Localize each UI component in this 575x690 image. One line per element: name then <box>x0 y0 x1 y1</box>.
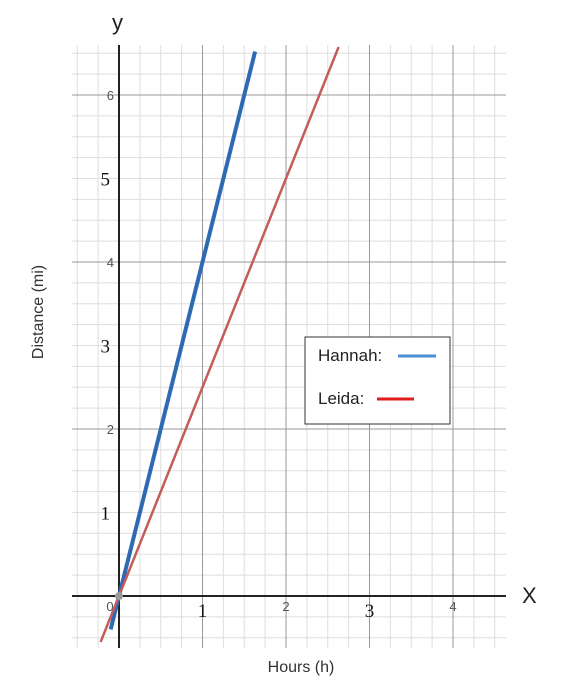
y-tick-label: 4 <box>107 255 114 270</box>
y-tick-label: 2 <box>107 422 114 437</box>
axes <box>72 45 506 648</box>
y-tick-label: 5 <box>101 170 111 191</box>
x-axis-letter: X <box>522 583 537 608</box>
x-tick-label: 1 <box>198 601 208 622</box>
y-axis-letter: y <box>112 10 123 35</box>
legend-label-leida: Leida: <box>318 389 364 408</box>
y-axis-title: Distance (mi) <box>30 265 47 359</box>
y-tick-label: 6 <box>107 88 114 103</box>
tick-labels: 0 1 2 3 4 1 2 3 4 5 6 <box>101 88 457 622</box>
x-tick-label: 3 <box>365 601 375 622</box>
x-axis-title: Hours (h) <box>268 659 335 676</box>
x-tick-label: 2 <box>282 599 289 614</box>
y-tick-label: 1 <box>101 504 111 525</box>
legend-box <box>304 336 451 425</box>
x-tick-label: 4 <box>449 599 456 614</box>
legend: Hannah: Leida: <box>304 336 451 425</box>
x-tick-label: 0 <box>106 599 113 614</box>
origin-point <box>115 592 123 600</box>
legend-label-hannah: Hannah: <box>318 346 382 365</box>
series-line-hannah <box>108 51 258 630</box>
series-line-leida <box>99 46 340 643</box>
y-tick-label: 3 <box>101 337 111 358</box>
series-lines <box>99 46 340 643</box>
